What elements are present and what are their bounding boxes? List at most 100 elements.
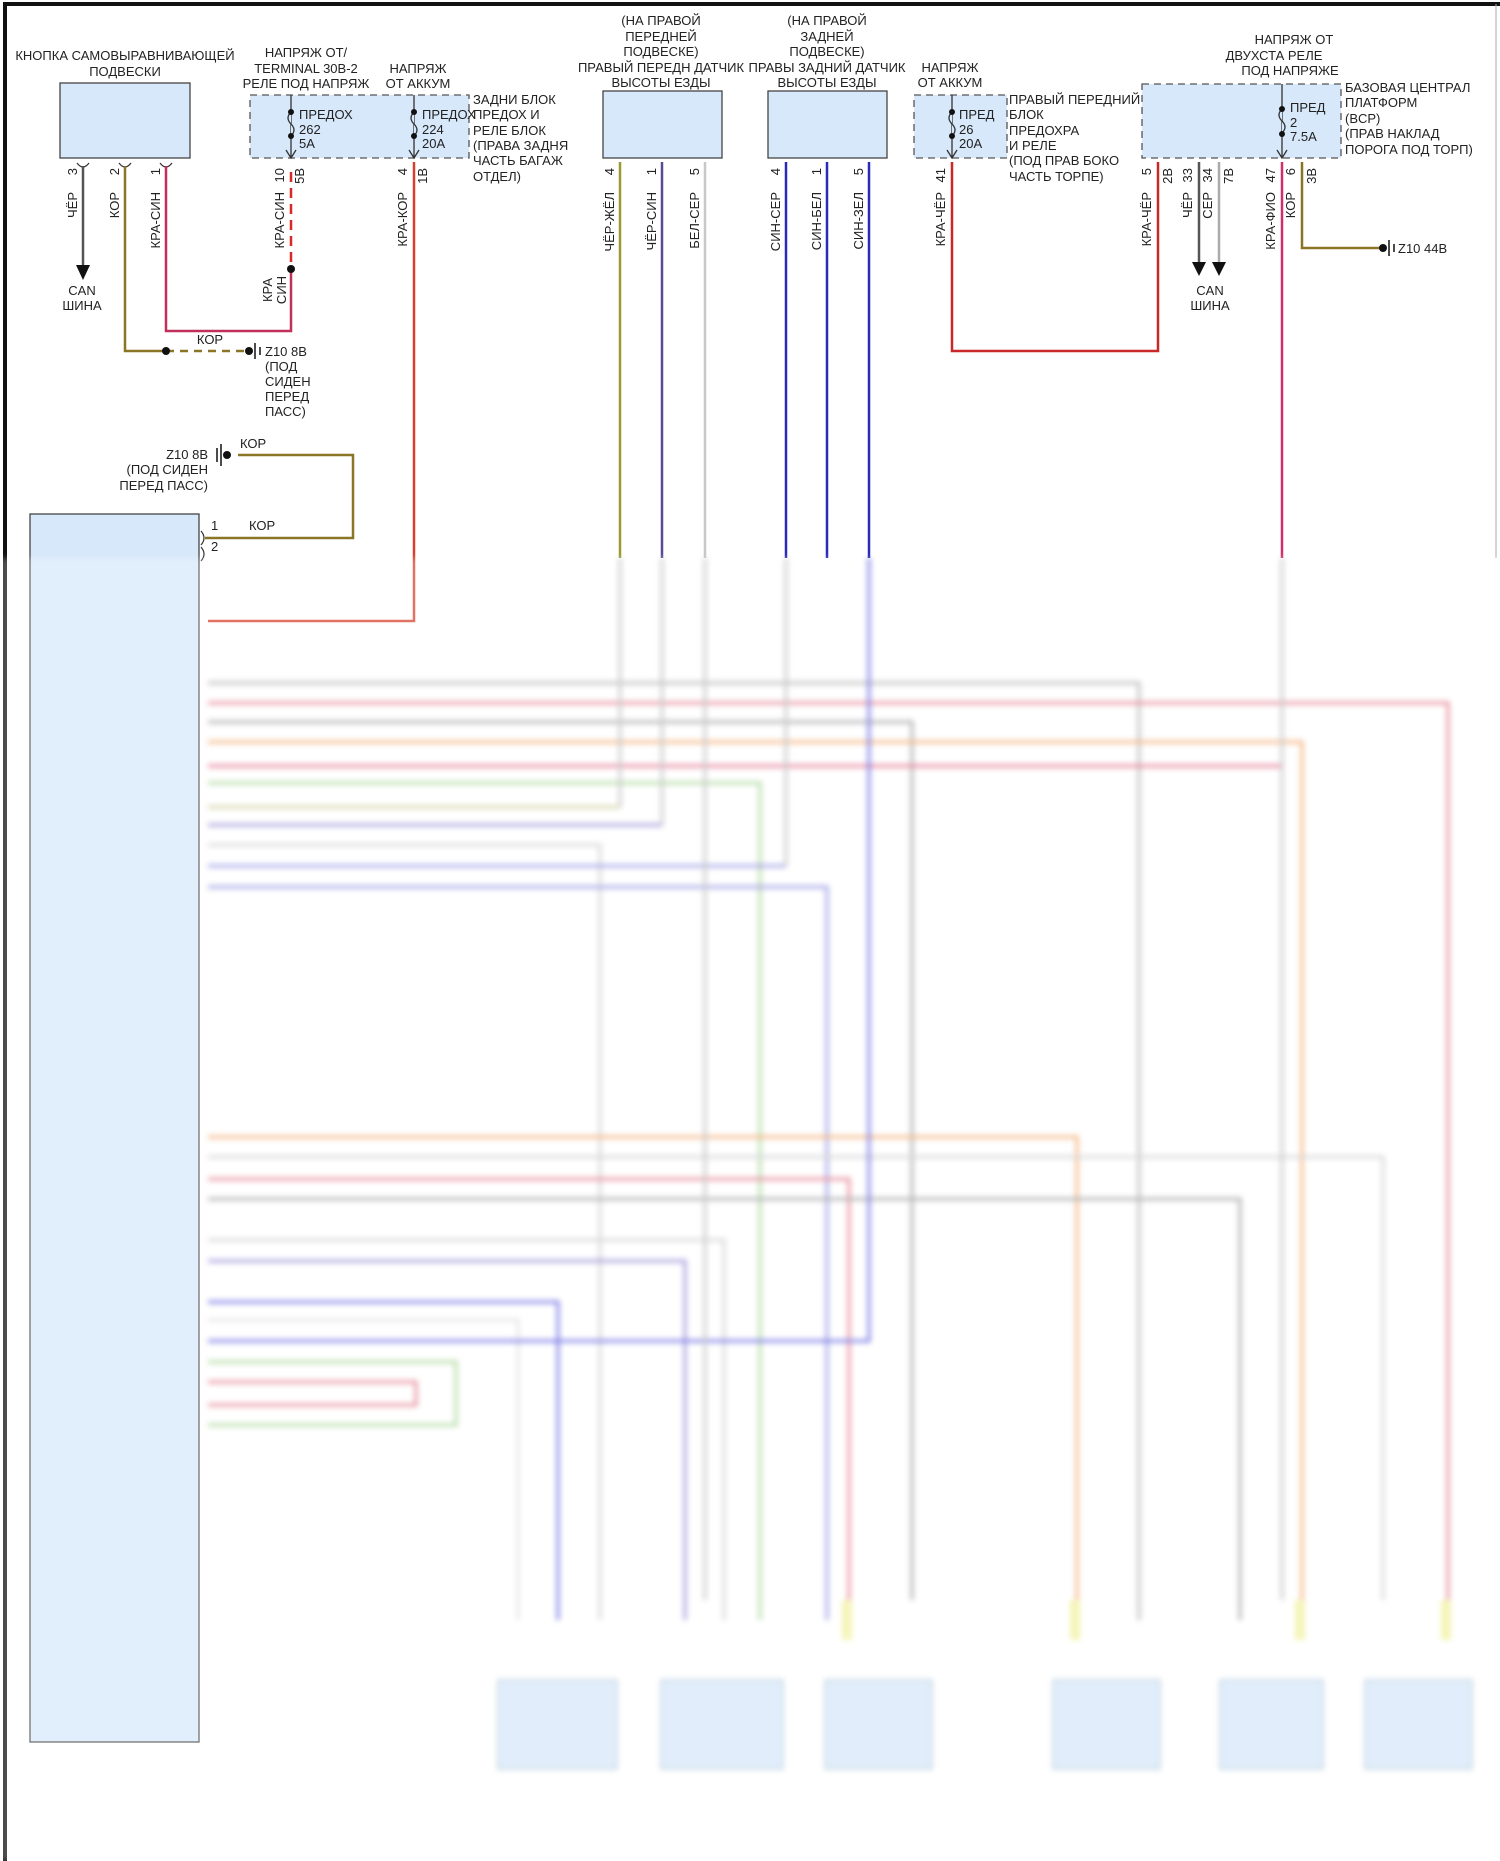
fs-title-2: ПЕРЕДНЕЙ: [625, 29, 697, 44]
front-fuse-block-body: [913, 94, 1008, 159]
fs-pin-1: 1: [644, 168, 659, 175]
splice-label-1: КРА: [260, 278, 275, 302]
rs-wire-1: СИН-БЕЛ: [809, 192, 824, 250]
bcp-fuse-label: ПРЕД: [1290, 100, 1326, 115]
bcp-ground-id: Z10 44B: [1398, 241, 1447, 256]
fuse2-rating: 20A: [422, 136, 445, 151]
bcp-name-5: ПОРОГА ПОД ТОРП): [1345, 142, 1473, 157]
module-ground-id: Z10 8B: [166, 447, 208, 462]
can-arrow-icon: [76, 265, 90, 280]
module-pin-1-wire: КОР: [249, 518, 275, 533]
ffb-wire: КРА-ЧЁР: [933, 192, 948, 246]
ffb-name-6: ЧАСТЬ ТОРПЕ): [1009, 169, 1104, 184]
splice-dot-2: [287, 265, 295, 273]
wire-red-black: [950, 162, 1160, 353]
supply1-line1: НАПРЯЖ ОТ/: [265, 45, 348, 60]
fs-title-4: ПРАВЫЙ ПЕРЕДН ДАТЧИК: [578, 60, 745, 75]
ground-dot: [223, 451, 231, 459]
rear-fuse-block: НАПРЯЖ ОТ/ TERMINAL 30B-2 РЕЛЕ ПОД НАПРЯ…: [243, 45, 569, 249]
ground-wire-label: КОР: [197, 332, 223, 347]
can-arrow-icon: [1192, 262, 1226, 276]
module-ground-loc-1: (ПОД СИДЕН: [126, 462, 208, 477]
ground-icon: [1388, 240, 1395, 256]
rs-pin-5: 5: [851, 168, 866, 175]
supply2-line1: НАПРЯЖ: [389, 61, 446, 76]
front-fuse-block: НАПРЯЖ ОТ АККУМ ПРЕД 26 20A ПРАВЫЙ ПЕРЕД…: [913, 60, 1140, 246]
bcp-conn-7b: 7B: [1221, 168, 1236, 184]
bcp-can-2: ШИНА: [1190, 298, 1230, 313]
ground-dot: [245, 347, 253, 355]
module-ground-wire-label: КОР: [240, 436, 266, 451]
fuse-icon: [1278, 108, 1286, 134]
rear-sensor-body: [767, 90, 888, 159]
fs-wire-5: БЕЛ-СЕР: [687, 192, 702, 249]
ffb-fuse-number: 26: [959, 122, 973, 137]
rfb-name-3: РЕЛЕ БЛОК: [473, 123, 546, 138]
suspension-control-module: [29, 513, 200, 1743]
bcp-pin-6: 6: [1283, 168, 1298, 175]
bcp-wire-47: КРА-ФИО: [1263, 192, 1278, 250]
ground-loc-2: СИДЕН: [265, 374, 311, 389]
module-pin-1: 1: [211, 518, 218, 533]
module-pin-caps: [200, 530, 205, 562]
can-label-1: CAN: [68, 283, 95, 298]
rs-title-3: ПОДВЕСКЕ): [789, 44, 864, 59]
rs-pin-4: 4: [768, 168, 783, 175]
supply1-line2: TERMINAL 30B-2: [254, 61, 358, 76]
fuse1-number: 262: [299, 122, 321, 137]
ffb-fuse-rating: 20A: [959, 136, 982, 151]
rs-wire-4: СИН-СЕР: [768, 192, 783, 251]
switch-wire-3: ЧЁР: [65, 192, 80, 218]
switch-pin-2: 2: [107, 168, 122, 175]
ground-loc-4: ПАСС): [265, 404, 306, 419]
ground-loc-1: (ПОД: [265, 359, 297, 374]
bcp-conn-3b: 3B: [1304, 168, 1319, 184]
frame: [3, 2, 1500, 1861]
ffb-supply-2: ОТ АККУМ: [918, 75, 983, 90]
wire-brown-module-ground: [205, 453, 355, 540]
supply2-line2: ОТ АККУМ: [386, 76, 451, 91]
fs-wire-4: ЧЁР-ЖЁЛ: [602, 192, 617, 252]
fs-title-3: ПОДВЕСКЕ): [623, 44, 698, 59]
fuse2-number: 224: [422, 122, 444, 137]
bcp-pin-5: 5: [1139, 168, 1154, 175]
wire-blue-group: [784, 162, 871, 558]
bcp-fuse-rating: 7.5A: [1290, 129, 1317, 144]
rfb-name-1: ЗАДНИ БЛОК: [473, 92, 556, 107]
bcp-wire-5: КРА-ЧЁР: [1139, 192, 1154, 246]
rfb-conn-1b: 1B: [415, 168, 430, 184]
fuse1-rating: 5A: [299, 136, 315, 151]
splice-dot: [162, 347, 170, 355]
fuse-icon: [948, 111, 956, 137]
ground-icon: [216, 444, 222, 466]
module-ground-loc-2: ПЕРЕД ПАСС): [119, 478, 208, 493]
ffb-name-1: ПРАВЫЙ ПЕРЕДНИЙ: [1009, 92, 1140, 107]
switch-title-2: ПОДВЕСКИ: [89, 64, 161, 79]
fuse1-label: ПРЕДОХ: [299, 107, 353, 122]
ground-id: Z10 8B: [265, 344, 307, 359]
front-height-sensor: (НА ПРАВОЙ ПЕРЕДНЕЙ ПОДВЕСКЕ) ПРАВЫЙ ПЕР…: [578, 13, 745, 252]
splice-label-2: СИН: [274, 276, 289, 304]
ffb-pin-41: 41: [933, 168, 948, 182]
front-sensor-body: [602, 90, 723, 159]
leveling-switch: КНОПКА САМОВЫРАВНИВАЮЩЕЙ ПОДВЕСКИ: [15, 48, 235, 168]
switch-wire-1: КРА-СИН: [148, 192, 163, 249]
bcp-pin-34: 34: [1200, 168, 1215, 182]
rfb-name-2: ПРЕДОХ И: [473, 107, 540, 122]
blurred-lower-section: [0, 558, 1500, 1861]
rs-title-1: (НА ПРАВОЙ: [787, 13, 867, 28]
ground-dot: [1379, 244, 1387, 252]
fs-pin-4: 4: [602, 168, 617, 175]
rfb-wire-1: КРА-СИН: [272, 192, 287, 249]
supply1-line3: РЕЛЕ ПОД НАПРЯЖ: [243, 76, 370, 91]
rs-title-5: ВЫСОТЫ ЕЗДЫ: [777, 75, 876, 90]
ffb-supply-1: НАПРЯЖ: [921, 60, 978, 75]
bcp-name-1: БАЗОВАЯ ЦЕНТРАЛ: [1345, 80, 1470, 95]
bcp-supply-3: ПОД НАПРЯЖЕ: [1241, 63, 1339, 78]
ffb-name-5: (ПОД ПРАВ БОКО: [1009, 153, 1119, 168]
rs-title-4: ПРАВЫ ЗАДНИЙ ДАТЧИК: [748, 60, 905, 75]
wire-red-blue: [164, 166, 293, 333]
can-label-2: ШИНА: [62, 298, 102, 313]
bcp-name-4: (ПРАВ НАКЛАД: [1345, 126, 1440, 141]
